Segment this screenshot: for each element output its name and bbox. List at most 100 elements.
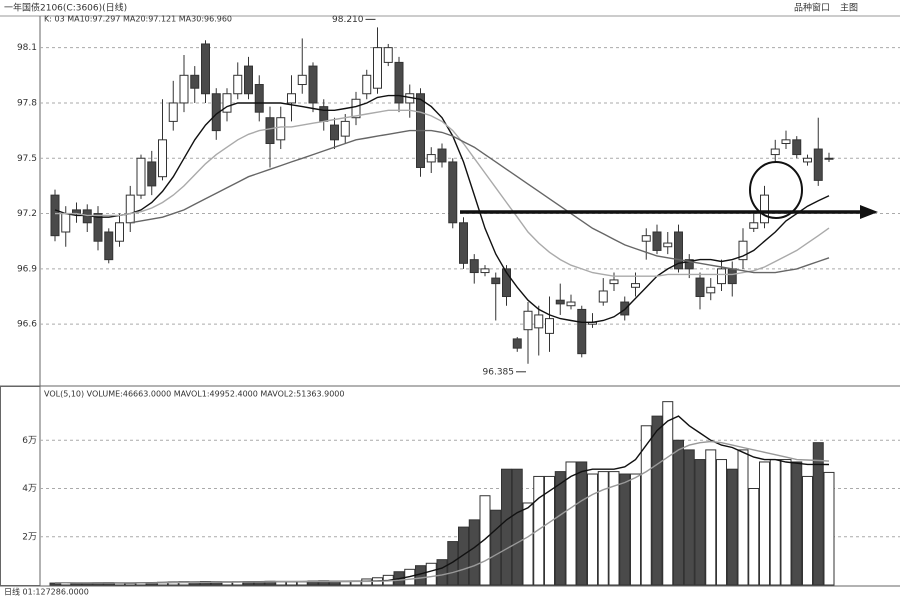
candle-body xyxy=(287,93,296,104)
candle-body xyxy=(566,301,576,307)
candle-body xyxy=(394,61,404,104)
arrow-head xyxy=(860,205,878,219)
ma-line xyxy=(54,94,830,323)
candle-body xyxy=(523,310,533,331)
ma-legend: K: 03 MA10:97.297 MA20:97.121 MA30:96.96… xyxy=(44,15,232,24)
candle-body xyxy=(749,222,759,229)
volume-bar xyxy=(812,442,824,586)
candle-body xyxy=(631,283,640,288)
volume-bar xyxy=(683,449,695,586)
candle-body xyxy=(512,338,522,349)
volume-bar xyxy=(501,468,512,586)
volume-bar xyxy=(447,541,459,586)
footer-text: 日线 01:127286.0000 xyxy=(4,587,89,597)
candle-body xyxy=(760,194,769,224)
highlight-circle xyxy=(749,161,803,219)
candle-body xyxy=(254,84,264,113)
candle-body xyxy=(792,139,802,156)
candle-body xyxy=(641,235,651,242)
candle-body xyxy=(437,148,447,163)
y-tick-label: 4万 xyxy=(22,484,37,494)
candle-body xyxy=(727,268,737,285)
volume-bar xyxy=(619,473,631,586)
candle-body xyxy=(244,65,253,95)
ma-line xyxy=(55,440,830,584)
candle-body xyxy=(824,157,834,160)
volume-bar xyxy=(425,562,437,586)
candle-body xyxy=(555,299,565,305)
candle-body xyxy=(222,93,232,113)
plot: 96.6 96.9 97.2 97.5 97.8 98.1 98.210 96.385 2万 4万… xyxy=(17,15,900,586)
candle-body xyxy=(781,139,791,145)
volume-bar xyxy=(823,471,835,586)
candle-body xyxy=(383,47,393,63)
candle-body xyxy=(93,213,103,242)
candle-body xyxy=(330,124,339,141)
toolbar-button[interactable]: 品种窗口 xyxy=(794,2,830,14)
candle-body xyxy=(738,240,748,261)
candle-body xyxy=(297,74,307,86)
y-tick-label: 2万 xyxy=(22,532,37,542)
volume-bar xyxy=(759,461,770,586)
candle-body xyxy=(115,222,124,242)
y-tick-label: 98.1 xyxy=(17,43,37,53)
ma-line xyxy=(55,109,830,277)
volume-bar xyxy=(694,459,706,586)
candle-body xyxy=(717,268,726,285)
candle-body xyxy=(373,47,382,89)
volume-bar xyxy=(769,459,781,586)
candle-body xyxy=(770,148,780,156)
chart-title: 一年国债2106(C:3606)(日线) xyxy=(4,2,127,14)
y-tick-label: 97.8 xyxy=(17,98,37,108)
volume-bar xyxy=(511,468,523,586)
candle-body xyxy=(136,157,146,196)
candle-body xyxy=(168,102,178,122)
y-tick-label: 97.5 xyxy=(17,154,37,164)
volume-bar xyxy=(630,473,641,586)
candle-body xyxy=(104,231,114,261)
volume-bar xyxy=(565,461,577,586)
candle-body xyxy=(480,268,490,274)
candle-body xyxy=(50,194,60,237)
candle-body xyxy=(598,290,608,303)
volume-bar xyxy=(587,473,598,586)
candle-body xyxy=(534,314,544,329)
volume-bar xyxy=(802,475,813,586)
candle-body xyxy=(319,106,329,122)
volume-bar xyxy=(791,461,803,586)
candle-body xyxy=(265,117,275,145)
candle-body xyxy=(190,74,200,89)
volume-bar xyxy=(522,502,534,586)
volume-bar xyxy=(597,471,609,586)
candle-body xyxy=(233,74,243,95)
candle-body xyxy=(706,286,716,294)
volume-bar xyxy=(716,459,727,586)
volume-bar xyxy=(748,488,760,586)
volume-bar xyxy=(726,468,738,586)
volume-bar xyxy=(458,526,469,586)
candle-body xyxy=(158,139,167,178)
toolbar-button[interactable]: 主图 xyxy=(840,2,858,14)
volume-bar xyxy=(436,559,448,586)
candle-body xyxy=(340,120,350,137)
y-tick-label: 96.6 xyxy=(17,320,37,330)
volume-bar xyxy=(780,459,792,586)
volume-legend: VOL(5,10) VOLUME:46663.0000 MAVOL1:49952… xyxy=(44,390,345,399)
volume-bar xyxy=(705,449,717,586)
candle-body xyxy=(813,148,823,181)
candle-body xyxy=(803,157,812,163)
volume-bar xyxy=(673,439,684,586)
candle-body xyxy=(276,117,286,141)
candle-body xyxy=(308,65,318,104)
candle-body xyxy=(609,279,619,285)
candle-body xyxy=(502,268,511,298)
low-label: 96.385 xyxy=(483,367,515,377)
candle-body xyxy=(674,231,683,270)
volume-bar xyxy=(662,401,674,586)
candle-body xyxy=(362,74,372,95)
candle-body xyxy=(211,93,221,132)
candle-body xyxy=(545,318,554,334)
candle-body xyxy=(61,213,71,233)
candle-body xyxy=(459,222,468,264)
